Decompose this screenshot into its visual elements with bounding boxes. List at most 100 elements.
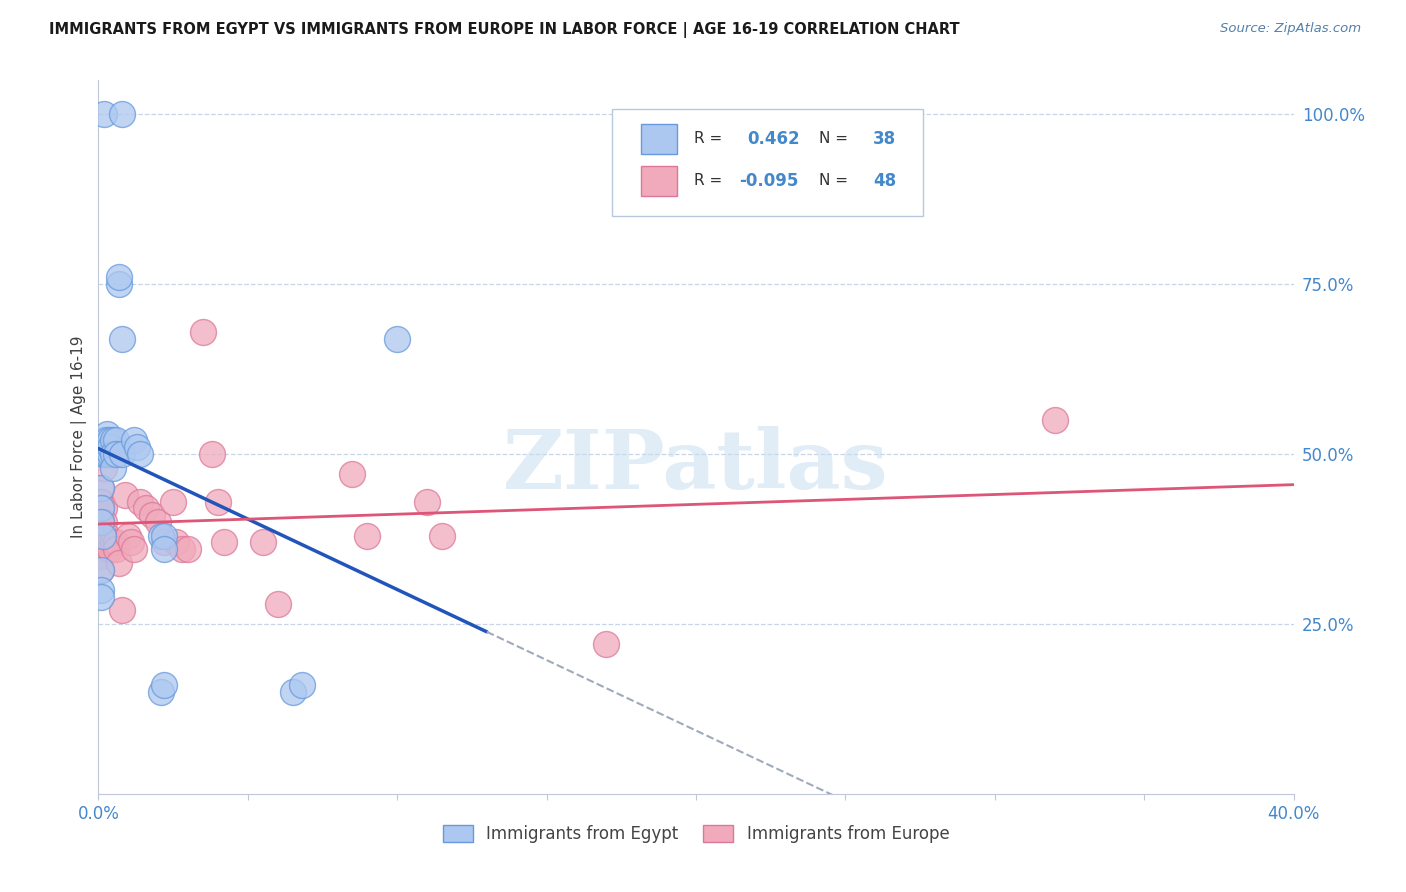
Point: [1043, 413, 1066, 427]
Text: 0.462: 0.462: [748, 130, 800, 148]
Point: [153, 535, 176, 549]
Text: ZIPatlas: ZIPatlas: [503, 425, 889, 506]
Point: [98, 542, 122, 557]
Point: [105, 535, 128, 549]
Text: 38: 38: [873, 130, 896, 148]
Point: [120, 535, 142, 549]
Point: [281, 685, 304, 699]
Point: [96, 434, 118, 448]
Point: [430, 528, 453, 542]
Point: [111, 332, 134, 346]
Point: [93, 501, 115, 516]
Point: [93, 107, 115, 121]
Point: [91, 528, 114, 542]
Point: [108, 270, 131, 285]
Point: [103, 447, 125, 461]
Point: [124, 542, 146, 557]
Point: [90, 501, 112, 516]
Point: [98, 434, 122, 448]
Point: [90, 563, 112, 577]
Point: [90, 528, 112, 542]
Point: [117, 528, 139, 542]
Point: [114, 488, 136, 502]
Point: [129, 447, 152, 461]
Point: [90, 549, 112, 563]
Text: N =: N =: [820, 173, 848, 188]
Point: [108, 556, 131, 570]
Point: [103, 447, 125, 461]
Point: [150, 685, 173, 699]
Point: [342, 467, 364, 482]
Point: [162, 494, 184, 508]
Point: [153, 542, 176, 557]
Text: R =: R =: [693, 173, 721, 188]
Point: [135, 501, 157, 516]
FancyBboxPatch shape: [641, 166, 676, 195]
Point: [595, 637, 617, 651]
Point: [141, 508, 163, 523]
Point: [103, 434, 125, 448]
Point: [105, 447, 128, 461]
Point: [416, 494, 439, 508]
Point: [96, 447, 118, 461]
Point: [191, 325, 214, 339]
Point: [385, 332, 409, 346]
Point: [108, 277, 131, 292]
Point: [90, 515, 112, 529]
Point: [98, 440, 122, 454]
Point: [207, 494, 229, 508]
Text: IMMIGRANTS FROM EGYPT VS IMMIGRANTS FROM EUROPE IN LABOR FORCE | AGE 16-19 CORRE: IMMIGRANTS FROM EGYPT VS IMMIGRANTS FROM…: [49, 22, 960, 38]
Point: [98, 535, 122, 549]
Point: [90, 515, 112, 529]
Point: [93, 460, 115, 475]
Point: [96, 426, 118, 441]
Point: [90, 481, 112, 495]
Point: [124, 434, 146, 448]
Text: 48: 48: [873, 171, 896, 189]
Point: [105, 542, 128, 557]
Point: [93, 447, 115, 461]
Legend: Immigrants from Egypt, Immigrants from Europe: Immigrants from Egypt, Immigrants from E…: [436, 818, 956, 850]
Point: [90, 582, 112, 597]
Point: [172, 542, 194, 557]
Point: [90, 542, 112, 557]
Point: [90, 563, 112, 577]
Point: [252, 535, 274, 549]
Text: R =: R =: [693, 131, 721, 146]
Point: [165, 535, 187, 549]
Point: [212, 535, 235, 549]
Point: [129, 494, 152, 508]
Point: [103, 535, 125, 549]
Point: [96, 447, 118, 461]
Point: [93, 515, 115, 529]
Point: [103, 460, 125, 475]
Point: [96, 528, 118, 542]
Point: [356, 528, 378, 542]
Point: [150, 528, 173, 542]
Text: Source: ZipAtlas.com: Source: ZipAtlas.com: [1220, 22, 1361, 36]
Point: [153, 678, 176, 692]
Y-axis label: In Labor Force | Age 16-19: In Labor Force | Age 16-19: [72, 335, 87, 539]
FancyBboxPatch shape: [641, 124, 676, 153]
Text: N =: N =: [820, 131, 848, 146]
Point: [96, 535, 118, 549]
Point: [105, 434, 128, 448]
FancyBboxPatch shape: [613, 109, 922, 216]
Point: [201, 447, 224, 461]
Point: [153, 528, 176, 542]
Point: [148, 515, 170, 529]
Point: [111, 107, 134, 121]
Point: [111, 447, 134, 461]
Point: [90, 501, 112, 516]
Point: [93, 447, 115, 461]
Point: [267, 597, 290, 611]
Point: [90, 494, 112, 508]
Point: [93, 447, 115, 461]
Point: [127, 440, 149, 454]
Point: [291, 678, 314, 692]
Text: -0.095: -0.095: [740, 171, 799, 189]
Point: [90, 590, 112, 604]
Point: [177, 542, 200, 557]
Point: [93, 434, 115, 448]
Point: [90, 481, 112, 495]
